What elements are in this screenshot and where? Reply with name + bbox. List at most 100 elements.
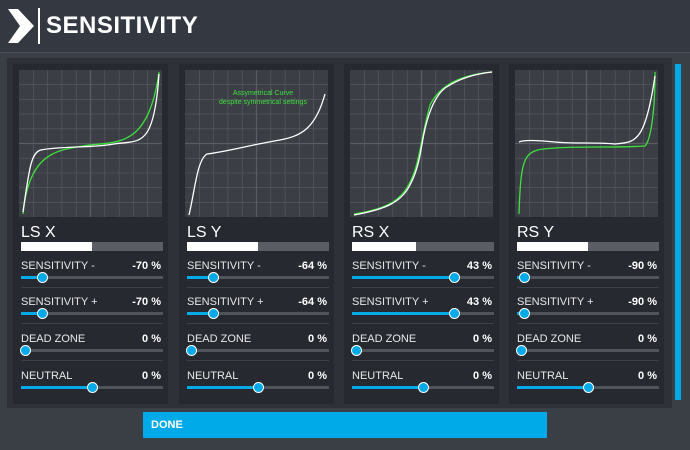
setting-value: -64 % [298, 260, 327, 272]
green-curve [22, 71, 160, 215]
setting-row-dead-zone: DEAD ZONE 0 % [20, 333, 163, 363]
setting-value: 0 % [638, 333, 657, 345]
axis-label: LS Y [187, 224, 222, 241]
input-level-fill [187, 242, 258, 251]
input-level-fill [21, 242, 92, 251]
slider-knob[interactable] [583, 382, 594, 393]
slider-knob[interactable] [186, 345, 197, 356]
setting-value: -90 % [628, 296, 657, 308]
done-button[interactable]: DONE [143, 412, 547, 438]
input-level-bar [21, 242, 163, 251]
graph-panel [350, 70, 493, 217]
slider-sensitivity[interactable] [187, 272, 329, 283]
setting-label: SENSITIVITY - [21, 260, 95, 272]
slider-sensitivity[interactable] [352, 272, 494, 283]
scrollbar-thumb[interactable] [675, 64, 681, 400]
slider-sensitivity[interactable] [21, 308, 163, 319]
response-curve-graph [515, 70, 658, 217]
slider-sensitivity[interactable] [187, 308, 329, 319]
slider-knob[interactable] [20, 345, 31, 356]
slider-knob[interactable] [519, 308, 531, 319]
slider-knob[interactable] [449, 272, 461, 283]
slider-knob[interactable] [519, 272, 531, 283]
input-level-fill [517, 242, 588, 251]
setting-label: SENSITIVITY + [21, 296, 98, 308]
response-curve-graph [19, 70, 162, 217]
response-curve-graph [350, 70, 493, 217]
setting-label: SENSITIVITY - [352, 260, 426, 272]
setting-label: DEAD ZONE [352, 333, 417, 345]
slider-fill [21, 386, 92, 389]
slider-sensitivity[interactable] [517, 272, 659, 283]
row-divider [352, 323, 494, 324]
setting-value: 0 % [473, 370, 492, 382]
setting-row-neutral: NEUTRAL 0 % [517, 370, 659, 400]
setting-value: 43 % [466, 296, 492, 308]
white-curve [518, 75, 656, 145]
slider-sensitivity[interactable] [21, 272, 163, 283]
slider-sensitivity[interactable] [517, 308, 659, 319]
slider-neutral[interactable] [21, 382, 163, 393]
slider-fill [517, 386, 588, 389]
setting-label: NEUTRAL [21, 370, 73, 382]
slider-knob[interactable] [253, 382, 264, 393]
sensitivity-card-ls-y: Assymetrical Curve despite symmetrical se… [179, 64, 334, 404]
setting-row-dead-zone: DEAD ZONE 0 % [351, 333, 494, 363]
setting-label: DEAD ZONE [187, 333, 252, 345]
slider-fill [21, 312, 43, 315]
slider-neutral[interactable] [517, 382, 659, 393]
slider-dead-zone[interactable] [351, 345, 494, 356]
graph-annotation-line-2: despite symmetrical settings [219, 99, 307, 106]
row-divider [187, 287, 329, 288]
slider-knob[interactable] [516, 345, 527, 356]
slider-knob[interactable] [449, 308, 461, 319]
input-level-fill [352, 242, 416, 251]
row-divider [517, 323, 659, 324]
slider-fill [187, 312, 213, 315]
slider-knob[interactable] [207, 272, 219, 283]
slider-knob[interactable] [37, 272, 49, 283]
setting-label: SENSITIVITY - [187, 260, 261, 272]
slider-dead-zone[interactable] [186, 345, 329, 356]
setting-row-sensitivity: SENSITIVITY - -64 % [187, 260, 329, 290]
row-divider [517, 360, 659, 361]
graph-annotation-line-1: Assymetrical Curve [233, 90, 293, 97]
setting-value: 0 % [473, 333, 492, 345]
slider-fill [352, 276, 455, 279]
slider-dead-zone[interactable] [20, 345, 163, 356]
sensitivity-card-ls-x: LS X SENSITIVITY - -70 % SENSITIVITY + -… [13, 64, 168, 404]
slider-knob[interactable] [351, 345, 362, 356]
header-divider [38, 8, 40, 44]
slider-knob[interactable] [37, 308, 49, 319]
setting-value: 0 % [142, 333, 161, 345]
slider-dead-zone[interactable] [516, 345, 659, 356]
header-bar: SENSITIVITY [0, 0, 690, 53]
axis-label: LS X [21, 224, 56, 241]
green-curve [353, 71, 493, 215]
slider-knob[interactable] [87, 382, 98, 393]
row-divider [352, 287, 494, 288]
setting-label: DEAD ZONE [21, 333, 86, 345]
chevron-right-icon [8, 9, 34, 43]
white-curve [353, 71, 493, 216]
setting-label: NEUTRAL [517, 370, 569, 382]
slider-sensitivity[interactable] [352, 308, 494, 319]
slider-neutral[interactable] [352, 382, 494, 393]
setting-value: 43 % [466, 260, 492, 272]
scrollbar[interactable] [675, 64, 681, 400]
setting-label: SENSITIVITY - [517, 260, 591, 272]
row-divider [21, 323, 163, 324]
setting-row-sensitivity: SENSITIVITY + -70 % [21, 296, 163, 326]
slider-knob[interactable] [207, 308, 219, 319]
setting-row-neutral: NEUTRAL 0 % [187, 370, 329, 400]
axis-label: RS Y [517, 224, 555, 241]
slider-fill [187, 386, 258, 389]
setting-value: -64 % [298, 296, 327, 308]
setting-value: -90 % [628, 260, 657, 272]
sensitivity-card-rs-x: RS X SENSITIVITY - 43 % SENSITIVITY + 43… [344, 64, 499, 404]
slider-neutral[interactable] [187, 382, 329, 393]
sensitivity-card-rs-y: RS Y SENSITIVITY - -90 % SENSITIVITY + -… [509, 64, 664, 404]
slider-knob[interactable] [418, 382, 429, 393]
row-divider [187, 323, 329, 324]
setting-value: 0 % [638, 370, 657, 382]
